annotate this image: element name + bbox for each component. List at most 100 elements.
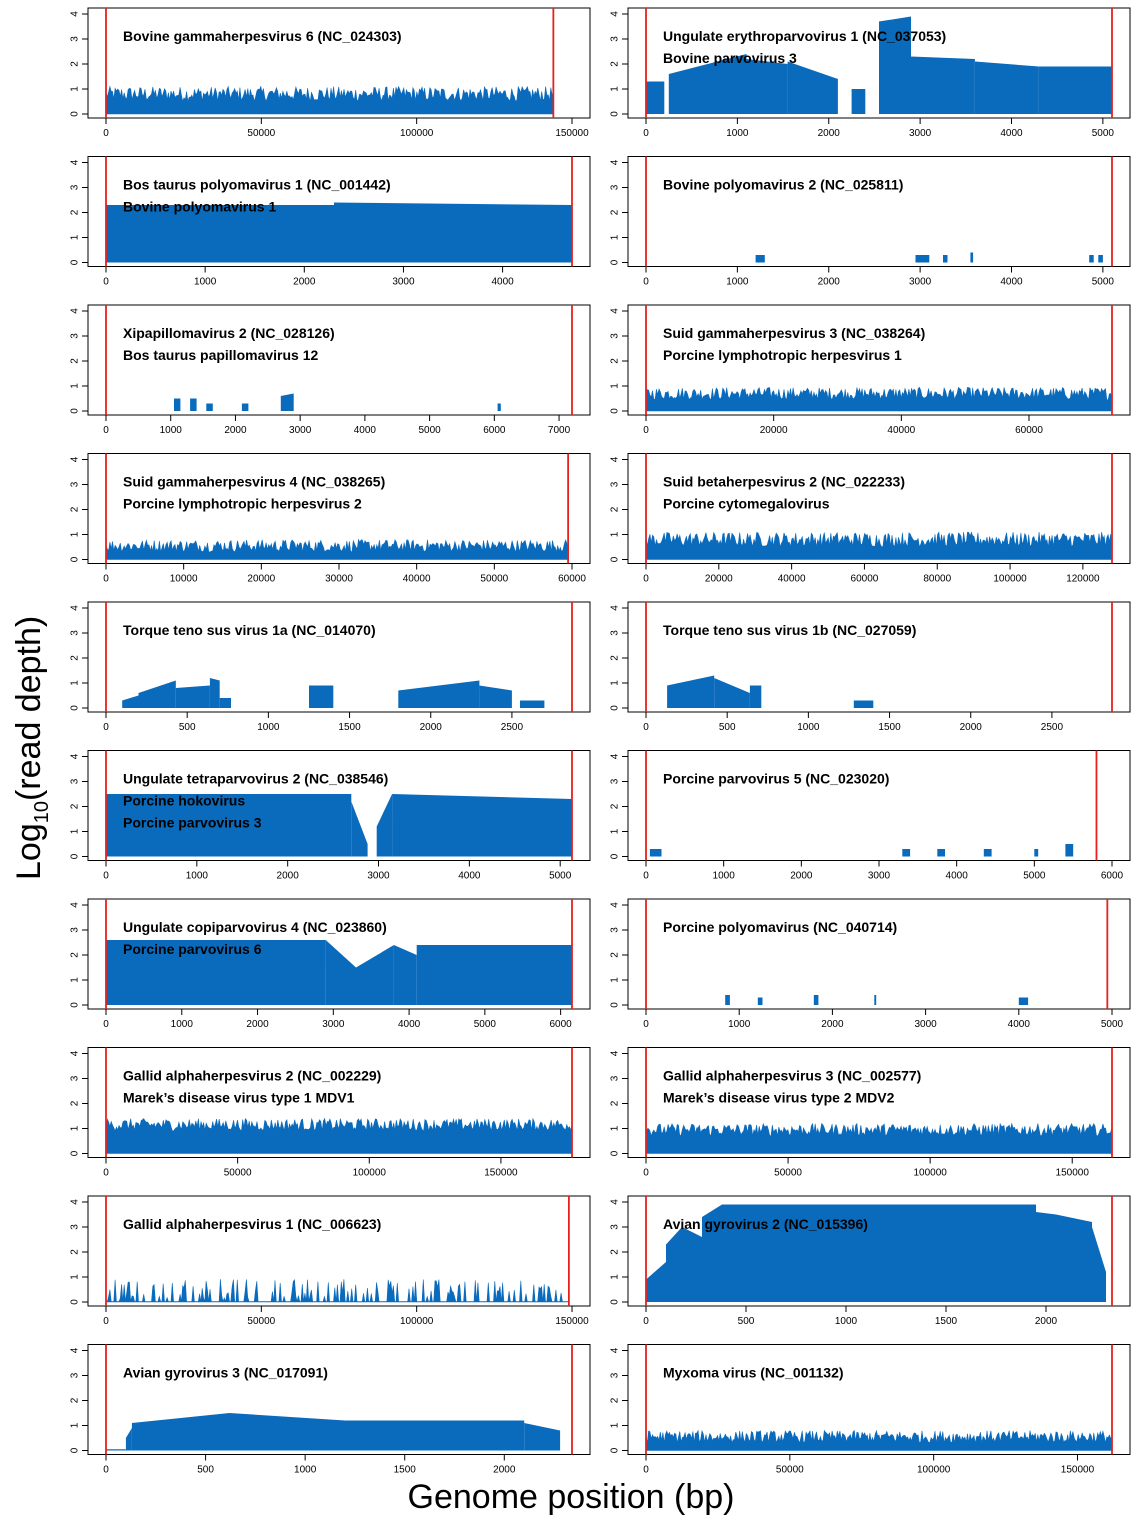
x-tick-label: 2000 xyxy=(818,128,841,139)
y-tick-label: 4 xyxy=(70,1199,81,1205)
x-tick-label: 0 xyxy=(643,1019,649,1030)
y-tick-label: 2 xyxy=(70,358,81,364)
coverage-bars xyxy=(649,844,1074,857)
coverage-segment xyxy=(392,794,572,857)
panel-title: Porcine parvovirus 5 (NC_023020) xyxy=(663,771,889,787)
y-tick-label: 1 xyxy=(610,234,621,240)
y-tick-label: 3 xyxy=(610,1075,621,1081)
x-tick-label: 0 xyxy=(103,1465,109,1476)
plot-frame xyxy=(627,7,1131,119)
coverage-segment xyxy=(219,698,231,708)
coverage-segment xyxy=(122,695,139,708)
panel-title: Myxoma virus (NC_001132) xyxy=(663,1365,844,1381)
coverage-segment xyxy=(334,202,572,263)
plot-frame xyxy=(87,7,591,119)
x-tick-label: 50000 xyxy=(247,128,275,139)
x-tick-label: 0 xyxy=(103,1168,109,1179)
coverage-segment xyxy=(668,54,747,114)
x-tick-label: 150000 xyxy=(1061,1465,1095,1476)
panel-title: Ungulate copiparvovirus 4 (NC_023860) xyxy=(123,919,387,935)
x-tick-label: 1500 xyxy=(878,722,901,733)
coverage-segment xyxy=(937,849,945,857)
x-tick-label: 4000 xyxy=(1000,128,1023,139)
coverage-segment xyxy=(138,680,176,708)
coverage-segment xyxy=(666,1227,682,1302)
x-tick-label: 0 xyxy=(103,574,109,585)
coverage-segment xyxy=(524,1423,561,1451)
coverage-segment xyxy=(1092,1227,1106,1302)
x-tick-label: 50000 xyxy=(224,1168,252,1179)
panel-subtitle: Porcine lymphotropic herpesvirus 2 xyxy=(123,496,362,512)
y-tick-label: 0 xyxy=(610,1002,621,1008)
y-axis-label-subscript: 10 xyxy=(30,801,53,824)
y-tick-label: 2 xyxy=(70,803,81,809)
y-tick-label: 0 xyxy=(70,111,81,117)
coverage-bars xyxy=(106,1413,561,1451)
coverage-segment xyxy=(351,801,368,857)
coverage-panel-11: 0 1 2 3 4 0 1000 2000 3000 4000 5000 Ungulate tetra… xyxy=(70,750,591,882)
x-tick-label: 1500 xyxy=(394,1465,417,1476)
y-tick-label: 2 xyxy=(70,952,81,958)
x-tick-label: 7000 xyxy=(548,425,571,436)
x-tick-label: 5000 xyxy=(1023,871,1046,882)
panel-subtitle-2: Porcine parvovirus 3 xyxy=(123,815,262,831)
y-tick-label: 2 xyxy=(610,1249,621,1255)
y-tick-label: 2 xyxy=(610,803,621,809)
y-tick-label: 3 xyxy=(70,1224,81,1230)
coverage-segment xyxy=(479,685,512,708)
y-tick-label: 4 xyxy=(610,1199,621,1205)
x-tick-label: 6000 xyxy=(483,425,506,436)
y-tick-label: 0 xyxy=(70,259,81,265)
x-tick-label: 60000 xyxy=(558,574,586,585)
x-tick-label: 500 xyxy=(738,1316,755,1327)
coverage-segment xyxy=(943,255,948,263)
plot-frame xyxy=(87,1047,591,1158)
x-tick-label: 100000 xyxy=(400,128,434,139)
coverage-segment xyxy=(749,685,762,708)
panel-title: Gallid alphaherpesvirus 2 (NC_002229) xyxy=(123,1068,381,1084)
coverage-panel-3: 0 1 2 3 4 0 1000 2000 3000 4000 Bos taurus polyoma… xyxy=(70,156,591,288)
coverage-segment xyxy=(325,940,356,1005)
x-tick-label: 3000 xyxy=(868,871,891,882)
x-tick-label: 30000 xyxy=(325,574,353,585)
coverage-bars xyxy=(755,252,1103,263)
y-tick-label: 3 xyxy=(610,927,621,933)
y-tick-label: 1 xyxy=(70,1422,81,1428)
coverage-segment xyxy=(874,995,877,1005)
x-tick-label: 2000 xyxy=(277,871,300,882)
y-tick-label: 0 xyxy=(70,853,81,859)
coverage-segment xyxy=(649,849,662,857)
x-tick-label: 2000 xyxy=(818,277,841,288)
y-tick-label: 3 xyxy=(610,1372,621,1378)
y-tick-label: 3 xyxy=(70,1075,81,1081)
y-tick-label: 1 xyxy=(610,383,621,389)
x-tick-label: 5000 xyxy=(418,425,441,436)
coverage-panel-6: 0 1 2 3 4 0 20000 40000 60000 Suid gammaherpesvir… xyxy=(610,304,1131,436)
coverage-bars xyxy=(645,386,1113,412)
x-tick-label: 6000 xyxy=(550,1019,573,1030)
x-tick-label: 2000 xyxy=(1035,1316,1058,1327)
y-tick-label: 3 xyxy=(70,1372,81,1378)
y-tick-label: 4 xyxy=(610,456,621,462)
coverage-segment xyxy=(356,945,394,1005)
x-tick-label: 3000 xyxy=(909,277,932,288)
y-tick-label: 3 xyxy=(610,1224,621,1230)
y-axis-label-prefix: Log xyxy=(10,823,48,880)
coverage-panel-16: 0 1 2 3 4 0 50000 100000 150000 Gallid alphaherpe… xyxy=(610,1047,1131,1179)
y-tick-label: 3 xyxy=(610,184,621,190)
x-tick-label: 500 xyxy=(719,722,736,733)
plot-frame xyxy=(627,1195,1131,1307)
coverage-bars xyxy=(105,1117,573,1154)
y-tick-label: 0 xyxy=(70,1299,81,1305)
panel-title: Avian gyrovirus 2 (NC_015396) xyxy=(663,1216,868,1232)
coverage-segment xyxy=(1036,1212,1056,1302)
x-tick-label: 0 xyxy=(103,1316,109,1327)
y-tick-label: 2 xyxy=(610,952,621,958)
y-tick-label: 0 xyxy=(610,1150,621,1156)
x-tick-label: 150000 xyxy=(1056,1168,1090,1179)
y-tick-label: 4 xyxy=(610,902,621,908)
coverage-segment xyxy=(393,945,417,1005)
y-tick-label: 2 xyxy=(610,655,621,661)
x-tick-label: 1000 xyxy=(797,722,820,733)
y-tick-label: 1 xyxy=(610,531,621,537)
